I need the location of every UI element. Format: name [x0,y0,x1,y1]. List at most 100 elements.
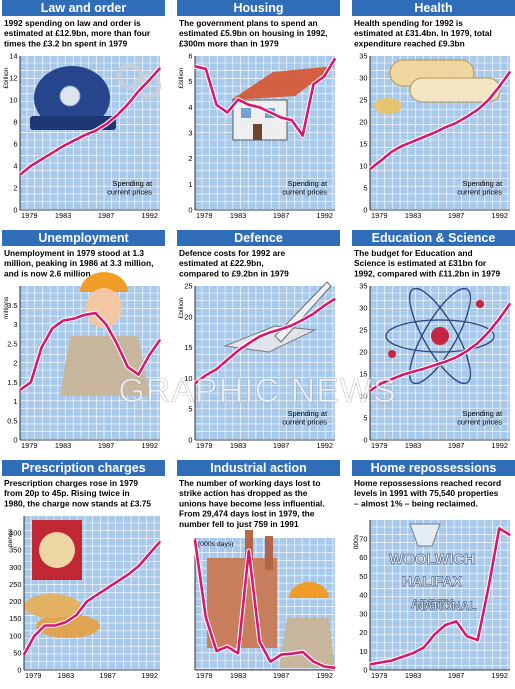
panel-header [2,460,165,476]
y-tick-label: 1 [188,180,192,189]
y-tick-label: 150 [9,614,21,623]
data-point [498,318,500,320]
data-point [194,382,196,384]
y-tick-label: 200 [9,597,21,606]
x-tick-label: 1979 [371,441,387,449]
data-point [62,320,64,322]
y-tick-label: 70 [359,534,367,543]
data-point [487,331,490,333]
data-point [334,57,336,60]
panel-header [352,230,515,246]
data-point [280,654,282,656]
y-tick-label: 30 [359,74,367,83]
data-point [94,312,96,314]
chart-description: from 20p to 45p. Rising twice in [4,488,130,498]
x-tick-label: 1992 [492,211,508,219]
data-point [40,347,43,349]
data-point [215,650,218,652]
chart-description: Prescription charges rose in 1979 [4,478,138,488]
panel-law-and-order: Law and order 1992 spending on law and or… [2,0,165,219]
data-point [137,373,140,376]
data-point [369,390,371,392]
data-point [369,663,371,665]
data-point [248,550,250,552]
data-point [127,103,129,105]
data-point [94,130,96,132]
data-point [116,114,118,116]
data-point [159,541,161,543]
data-point [96,594,98,596]
chart-title: Home repossessions [371,461,497,475]
y-axis-unit: pence [7,529,14,548]
y-tick-label: 250 [9,580,21,589]
chart-title: Prescription charges [21,461,145,475]
x-tick-label: 1979 [25,671,41,679]
watermark: GRAPHIC NEWS [118,372,397,411]
grid-lines [370,520,510,670]
data-point [477,639,479,641]
y-tick-label: 100 [9,631,21,640]
chart-title: Law and order [41,1,127,15]
chart-description: Health spending for 1992 is [354,18,463,28]
y-tick-label: 0 [363,206,367,215]
bank-logo-text: WOOLWICH [389,551,475,568]
data-point [23,654,25,656]
data-point [159,339,161,341]
y-tick-label: 0.5 [7,416,17,425]
x-tick-label: 1992 [492,441,508,449]
data-point [412,371,414,373]
series-line [194,297,336,385]
panel-home-repossessions: Home repossessions Home repossessions rea… [352,460,515,679]
y-tick-label: 35 [359,282,367,291]
data-point [215,368,218,370]
data-point [334,298,336,300]
data-point [390,378,393,380]
x-tick-label: 1983 [230,441,246,449]
panel-header [352,0,515,16]
chart-description: compared to £9.2bn in 1979 [179,268,289,278]
chart-note: current prices [282,418,327,427]
data-point [205,374,207,376]
y-tick-label: 1.5 [7,378,17,387]
data-point [323,75,325,78]
bank-logo-text: HALIFAX [402,573,463,589]
chart-note: Spending at [463,409,502,418]
data-point [194,539,196,541]
chart-description: expenditure reached £9.3bn [354,38,465,48]
chart-note: current prices [282,188,327,197]
series-line [19,67,161,176]
y-tick-label: 6 [188,52,192,61]
y-axis-unit: £billion [3,67,10,88]
series-line [193,540,336,670]
data-point [127,366,129,368]
data-point [19,174,21,176]
pills-illustration [374,59,501,114]
data-point [509,303,511,305]
panel-prescription-charges: Prescription charges Prescription charges… [2,460,165,679]
chart-title: Education & Science [372,231,496,245]
data-point [86,600,88,603]
y-tick-label: 3.5 [7,301,17,310]
x-tick-label: 1983 [405,441,421,449]
y-tick-label: 40 [359,591,367,600]
chart-description: The number of working days lost to [179,478,320,488]
data-point [434,633,436,635]
bank-logo-text: ABBEY [411,597,453,611]
data-point [302,319,304,321]
data-point [466,350,468,352]
data-point [237,652,239,654]
data-point [280,117,282,119]
y-tick-label: 300 [9,563,21,572]
data-point [137,90,140,92]
data-point [51,152,53,154]
data-point [75,614,77,616]
x-tick-label: 1979 [371,211,387,219]
panel-housing: Housing The government plans to spend an e… [177,0,340,219]
data-point [259,106,261,108]
data-point [455,122,457,124]
data-point [40,158,43,160]
x-tick-label: 1987 [448,441,464,449]
data-point [423,646,425,649]
data-point [477,342,479,344]
